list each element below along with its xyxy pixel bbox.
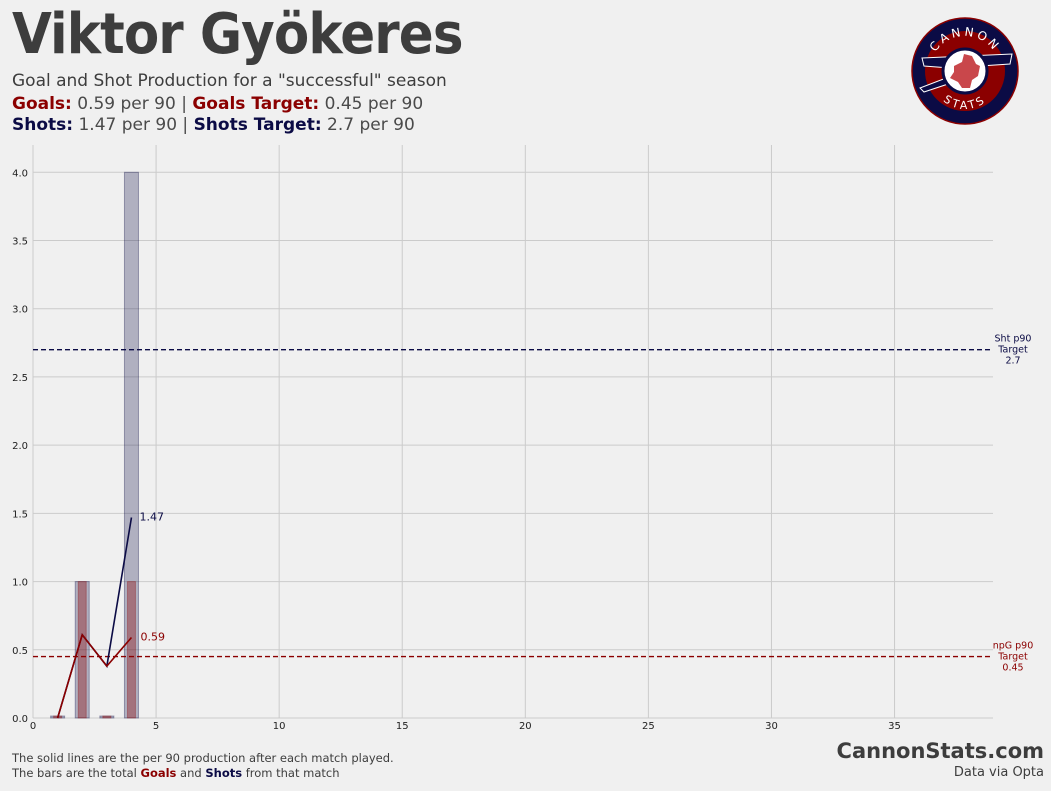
page-title: Viktor Gyökeres [12,2,463,67]
chart-bars [50,171,139,719]
brand-text: CannonStats.com [836,739,1044,763]
y-tick-label: 3.5 [12,237,28,248]
shots-bar [123,171,139,719]
goals-label: Goals: [12,94,72,114]
x-tick-label: 30 [765,721,778,732]
goals-target-value: 0.45 per 90 [324,94,424,114]
x-tick-label: 10 [273,721,286,732]
footer-note-line2: The bars are the total Goals and Shots f… [12,766,340,780]
x-tick-label: 20 [519,721,532,732]
x-tick-label: 35 [888,721,901,732]
footer-line2-and: and [176,766,206,780]
logo-bottom-text: STATS [941,92,989,112]
goals-end-label: 0.59 [140,631,165,644]
y-tick-label: 4.0 [12,168,28,179]
shots-target-value: 2.7 per 90 [327,115,415,135]
x-tick-label: 15 [396,721,409,732]
goals-stat-line: Goals: 0.59 per 90 | Goals Target: 0.45 … [12,94,423,114]
target-label: Target [997,345,1028,356]
goals-bar [126,581,136,719]
goals-bar [77,581,87,719]
footer-note-line1: The solid lines are the per 90 productio… [12,751,394,765]
footer-shots-word: Shots [205,766,243,780]
shots-per90-line [56,517,133,719]
y-tick-label: 0.0 [12,714,28,725]
shots-bar [74,581,90,719]
y-tick-label: 0.5 [12,646,28,657]
chart-grid [32,145,993,719]
separator: | [181,94,187,114]
y-tick-label: 1.0 [12,578,28,589]
goals-value: 0.59 per 90 [77,94,176,114]
x-tick-label: 0 [30,721,36,732]
footer-goals-word: Goals [140,766,177,780]
chart-ticks: 0.0 0.5 1.0 1.5 2.0 2.5 3.0 3.5 4.0 0 5 10 15 20 25 30 3… [12,168,901,732]
footer-line2-prefix: The bars are the total [12,766,141,780]
shots-label: Shots: [12,115,74,135]
goals-target-label: Goals Target: [192,94,320,114]
cannon-stats-logo: CANNON STATS [911,17,1019,125]
shots-end-label: 1.47 [139,510,164,523]
shots-stat-line: Shots: 1.47 per 90 | Shots Target: 2.7 p… [12,115,415,135]
shots-target-label: Shots Target: [193,115,322,135]
shots-value: 1.47 per 90 [78,115,178,135]
y-tick-label: 2.0 [12,441,28,452]
x-tick-label: 25 [642,721,655,732]
target-label: Sht p90 [995,334,1032,345]
y-tick-label: 1.5 [12,509,28,520]
y-tick-label: 3.0 [12,305,28,316]
target-label: Target [997,652,1028,663]
target-label: 2.7 [1005,356,1020,367]
target-label: 0.45 [1002,663,1023,674]
chart-lines: 1.47 0.59 [56,510,165,719]
footer-line2-suffix: from that match [242,766,340,780]
separator: | [182,115,189,135]
x-tick-label: 5 [153,721,159,732]
page-subtitle: Goal and Shot Production for a "successf… [12,71,447,91]
target-label: npG p90 [993,641,1034,652]
source-text: Data via Opta [953,765,1044,780]
shots-bar [99,715,115,719]
goals-bar [102,715,112,719]
y-tick-label: 2.5 [12,373,28,384]
goals-per90-line [56,633,133,719]
